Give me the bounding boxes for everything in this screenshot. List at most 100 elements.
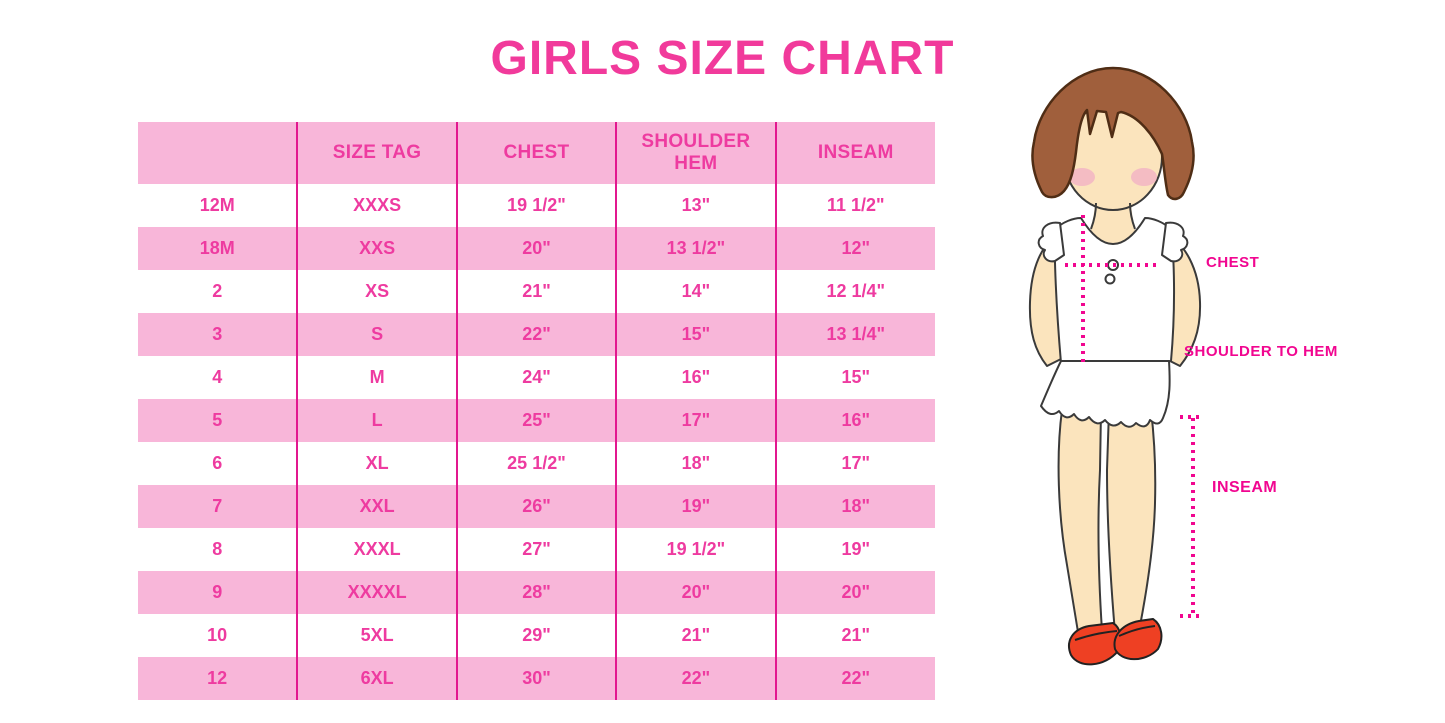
button-bottom xyxy=(1104,273,1116,285)
table-cell: 20" xyxy=(615,571,776,614)
chest-label: CHEST xyxy=(1206,254,1260,271)
table-cell: XXXS xyxy=(296,184,457,227)
table-cell: 25 1/2" xyxy=(455,442,617,485)
table-cell: 29" xyxy=(455,614,617,657)
table-cell: 25" xyxy=(455,399,617,442)
table-cell: 17" xyxy=(774,442,935,485)
table-cell: 18" xyxy=(774,485,935,528)
table-cell: 21" xyxy=(615,614,776,657)
table-cell: 16" xyxy=(615,356,776,399)
ruffle-left xyxy=(1037,221,1065,263)
table-row: 4 M 24" 16" 15" xyxy=(138,356,935,399)
table-row: 12 6XL 30" 22" 22" xyxy=(138,657,935,700)
table-cell: 14" xyxy=(615,270,776,313)
table-cell: 19 1/2" xyxy=(455,184,617,227)
hair xyxy=(1031,66,1195,201)
column-header: INSEAM xyxy=(774,122,935,184)
table-row: 18M XXS 20" 13 1/2" 12" xyxy=(138,227,935,270)
table-row: 9 XXXXL 28" 20" 20" xyxy=(138,571,935,614)
table-cell: 22" xyxy=(615,657,776,700)
header-row: SIZE TAG CHEST SHOULDER HEM INSEAM xyxy=(138,122,935,184)
page-title: GIRLS SIZE CHART xyxy=(490,32,955,85)
table-cell: 18M xyxy=(138,227,298,270)
neck-outline xyxy=(1090,202,1136,230)
table-cell: 12" xyxy=(774,227,935,270)
table-cell: 7 xyxy=(138,485,298,528)
table-row: 10 5XL 29" 21" 21" xyxy=(138,614,935,657)
table-cell: 15" xyxy=(774,356,935,399)
table-cell: 4 xyxy=(212,367,223,387)
table-cell: 12 xyxy=(138,657,298,700)
table-cell: 13 1/2" xyxy=(615,227,776,270)
table-cell: XXS xyxy=(296,227,457,270)
table-cell: 22" xyxy=(774,657,935,700)
table-cell: 6XL xyxy=(296,657,457,700)
size-table-header: SIZE TAG CHEST SHOULDER HEM INSEAM xyxy=(138,122,935,184)
table-cell: 11 1/2" xyxy=(774,184,935,227)
column-header xyxy=(138,122,298,184)
column-header: CHEST xyxy=(455,122,617,184)
table-cell: 15" xyxy=(615,313,776,356)
table-cell: M xyxy=(296,356,457,399)
table-cell: 24" xyxy=(455,356,617,399)
size-table-body: 12M XXXS 19 1/2" 13" 11 1/2" 18M XXS 20" 13 1/2"… xyxy=(138,184,935,700)
table-cell: 30" xyxy=(455,657,617,700)
table-cell: L xyxy=(296,399,457,442)
table-cell: 5XL xyxy=(296,614,457,657)
table-cell: 18" xyxy=(615,442,776,485)
table-cell: 12 1/4" xyxy=(774,270,935,313)
table-cell: 20" xyxy=(774,571,935,614)
table-row: 8 XXXL 27" 19 1/2" 19" xyxy=(138,528,935,571)
inseam-label: INSEAM xyxy=(1212,479,1278,496)
table-cell: 3 xyxy=(138,313,298,356)
table-cell: XXL xyxy=(296,485,457,528)
size-table: SIZE TAG CHEST SHOULDER HEM INSEAM 12M XXXS 1… xyxy=(138,122,935,700)
table-cell: 9 xyxy=(138,571,298,614)
table-row: 2 XS 21" 14" 12 1/4" xyxy=(138,270,935,313)
table-cell: 10 xyxy=(207,625,228,645)
blush-left xyxy=(1069,168,1095,186)
table-cell: XXXL xyxy=(296,528,457,571)
table-row: 3 S 22" 15" 13 1/4" xyxy=(138,313,935,356)
girl-measurement-figure: CHEST SHOULDER TO HEM INSEAM xyxy=(985,55,1425,715)
table-cell: 8 xyxy=(212,539,223,559)
measurement-lines xyxy=(1065,215,1204,618)
leg-left xyxy=(1057,409,1103,633)
column-header: SHOULDER HEM xyxy=(615,122,776,184)
column-header: SIZE TAG xyxy=(296,122,457,184)
table-cell: 28" xyxy=(455,571,617,614)
table-row: 6 XL 25 1/2" 18" 17" xyxy=(138,442,935,485)
table-cell: S xyxy=(296,313,457,356)
shoe-right xyxy=(1113,618,1163,661)
table-cell: 13 1/4" xyxy=(774,313,935,356)
girl-illustration xyxy=(1028,66,1204,666)
ruffle-right xyxy=(1161,221,1189,263)
table-cell: 26" xyxy=(455,485,617,528)
table-cell: 5 xyxy=(138,399,298,442)
table-cell: 19" xyxy=(615,485,776,528)
table-row: 5 L 25" 17" 16" xyxy=(138,399,935,442)
table-cell: XS xyxy=(296,270,457,313)
blush-right xyxy=(1131,168,1157,186)
shoe-left-strap xyxy=(1074,630,1118,641)
table-cell: XL xyxy=(296,442,457,485)
leg-right xyxy=(1106,409,1157,634)
shoulder-to-hem-label: SHOULDER TO HEM xyxy=(1184,343,1338,360)
shoe-right-strap xyxy=(1118,625,1156,637)
table-row: 7 XXL 26" 19" 18" xyxy=(138,485,935,528)
table-cell: 13" xyxy=(615,184,776,227)
table-cell: XXXXL xyxy=(296,571,457,614)
table-cell: 22" xyxy=(455,313,617,356)
table-cell: 27" xyxy=(455,528,617,571)
table-cell: 19" xyxy=(774,528,935,571)
table-cell: 6 xyxy=(212,453,223,473)
table-cell: 2 xyxy=(212,281,223,301)
table-row: 12M XXXS 19 1/2" 13" 11 1/2" xyxy=(138,184,935,227)
table-cell: 12M xyxy=(199,195,235,215)
table-cell: 21" xyxy=(455,270,617,313)
table-cell: 21" xyxy=(774,614,935,657)
table-cell: 16" xyxy=(774,399,935,442)
table-cell: 19 1/2" xyxy=(615,528,776,571)
skirt xyxy=(1040,360,1171,428)
